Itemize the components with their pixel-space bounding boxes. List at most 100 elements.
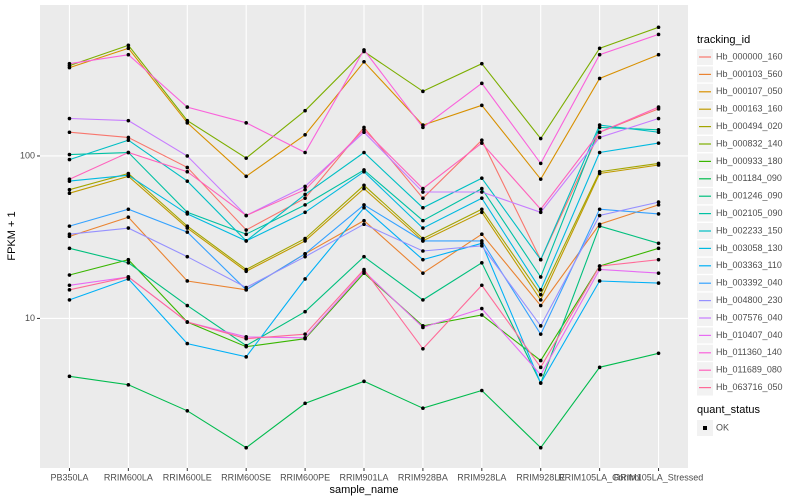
data-point xyxy=(126,138,131,143)
data-point xyxy=(480,61,484,66)
data-point xyxy=(362,150,366,155)
data-point xyxy=(597,169,602,174)
x-tick-label: RRIM105LA_Control xyxy=(558,472,641,482)
data-point xyxy=(597,130,602,135)
data-point xyxy=(126,257,131,262)
data-point xyxy=(185,118,190,123)
data-point xyxy=(303,335,307,340)
data-point xyxy=(244,121,248,125)
legend-swatch xyxy=(703,426,707,430)
y-axis-label: FPKM + 1 xyxy=(6,211,18,260)
legend-label: Hb_007576_040 xyxy=(716,312,783,322)
data-point xyxy=(421,271,425,275)
data-point xyxy=(538,161,543,166)
data-point xyxy=(362,379,366,384)
data-point xyxy=(480,283,484,288)
data-point xyxy=(656,141,661,145)
data-point xyxy=(656,52,661,57)
data-point xyxy=(538,136,543,141)
data-point xyxy=(185,230,190,234)
data-point xyxy=(362,130,366,135)
data-point xyxy=(538,298,543,302)
data-point xyxy=(244,156,248,160)
data-point xyxy=(303,236,307,241)
legend-label: Hb_000000_160 xyxy=(716,51,783,61)
y-tick-label: 100 xyxy=(20,150,35,160)
data-point xyxy=(656,281,661,285)
data-point xyxy=(126,150,131,155)
legend-label: Hb_004800_230 xyxy=(716,295,783,305)
data-point xyxy=(362,169,366,174)
data-point xyxy=(67,232,72,236)
data-point xyxy=(362,267,366,272)
data-point xyxy=(421,347,425,351)
data-point xyxy=(538,372,543,377)
data-point xyxy=(656,257,661,262)
data-point xyxy=(244,355,248,359)
x-axis-label: sample_name xyxy=(329,484,398,496)
x-tick-label: RRIM600SE xyxy=(221,472,271,482)
data-point xyxy=(303,196,307,200)
data-point xyxy=(244,285,248,290)
legend-label: Hb_000163_160 xyxy=(716,104,783,114)
data-point xyxy=(244,336,248,341)
data-point xyxy=(656,127,661,132)
data-point xyxy=(538,332,543,336)
data-point xyxy=(656,203,661,207)
legend-label: Hb_000933_180 xyxy=(716,156,783,166)
data-point xyxy=(421,196,425,200)
data-point xyxy=(538,177,543,181)
data-point xyxy=(303,309,307,314)
data-point xyxy=(538,381,543,385)
data-point xyxy=(597,76,602,81)
data-point xyxy=(303,401,307,406)
data-point xyxy=(303,150,307,155)
data-point xyxy=(185,169,190,174)
data-point xyxy=(362,203,366,207)
data-point xyxy=(303,184,307,189)
data-point xyxy=(538,207,543,212)
data-point xyxy=(185,303,190,308)
data-point xyxy=(538,275,543,279)
legend-label: Hb_000494_020 xyxy=(716,121,783,131)
data-point xyxy=(244,343,248,348)
data-point xyxy=(126,215,131,219)
data-point xyxy=(67,273,72,277)
legend-label: Hb_010407_040 xyxy=(716,330,783,340)
data-point xyxy=(421,325,425,330)
data-point xyxy=(656,130,661,135)
data-point xyxy=(597,52,602,57)
data-point xyxy=(67,187,72,192)
data-point xyxy=(597,123,602,127)
data-point xyxy=(185,105,190,109)
data-point xyxy=(421,186,425,191)
data-point xyxy=(244,228,248,232)
data-point xyxy=(421,125,425,130)
data-point xyxy=(421,205,425,210)
data-point xyxy=(67,191,72,196)
data-point xyxy=(480,239,484,243)
data-point xyxy=(126,173,131,178)
x-tick-label: RRIM901LA xyxy=(339,472,388,482)
data-point xyxy=(303,251,307,256)
data-point xyxy=(185,154,190,158)
data-point xyxy=(126,46,131,51)
data-point xyxy=(303,133,307,137)
data-point xyxy=(362,48,366,52)
data-point xyxy=(656,212,661,216)
legend-label: Hb_002233_150 xyxy=(716,225,783,235)
data-point xyxy=(185,279,190,283)
data-point xyxy=(480,313,484,317)
data-point xyxy=(656,200,661,204)
x-tick-label: RRIM105LA_Stressed xyxy=(614,472,704,482)
data-point xyxy=(538,210,543,215)
data-point xyxy=(538,445,543,450)
data-point xyxy=(656,161,661,166)
data-point xyxy=(126,275,131,279)
data-point xyxy=(480,138,484,143)
data-point xyxy=(421,89,425,94)
data-point xyxy=(538,358,543,363)
data-point xyxy=(421,218,425,223)
legend-label: Hb_000107_050 xyxy=(716,86,783,96)
